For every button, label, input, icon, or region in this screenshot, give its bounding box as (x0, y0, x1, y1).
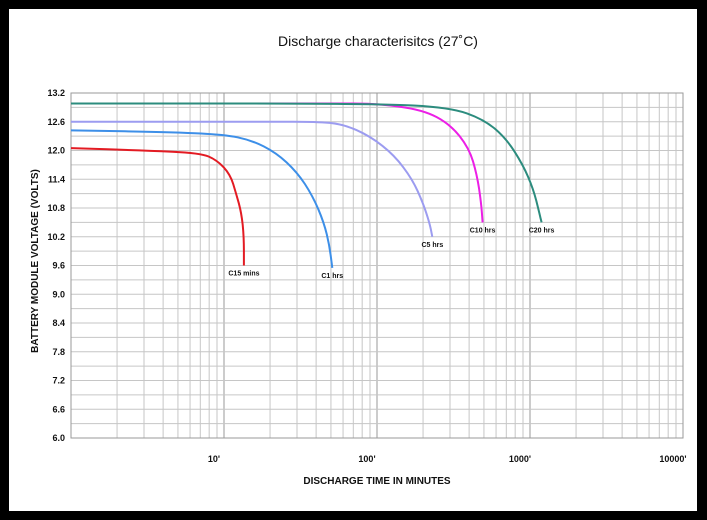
plot-area (70, 92, 684, 439)
y-tick-labels: 13.2 12.6 12.0 11.4 10.8 10.2 9.6 9.0 8.4 7.8 7.2 6… (47, 88, 65, 443)
chart-figure: Discharge characterisitcs (27˚C) 13.2 12.… (30, 33, 687, 487)
y-tick-label: 9.0 (52, 289, 65, 299)
x-tick-label: 1000' (509, 454, 531, 464)
y-tick-label: 9.6 (52, 261, 65, 271)
x-tick-label: 10' (208, 454, 220, 464)
y-tick-label: 10.2 (47, 232, 65, 242)
x-tick-label: 100' (358, 454, 375, 464)
y-tick-label: 8.4 (52, 318, 65, 328)
y-axis-label: BATTERY MODULE VOLTAGE (VOLTS) (30, 169, 41, 353)
series-line-c1-hrs (70, 129, 334, 269)
curve-label-c20-hrs: C20 hrs (529, 227, 555, 234)
series-line-c20-hrs (70, 102, 543, 223)
y-tick-label: 7.8 (52, 347, 65, 357)
y-tick-label: 7.2 (52, 376, 65, 386)
x-axis-label: DISCHARGE TIME IN MINUTES (303, 476, 451, 487)
curve-label-c5-hrs: C5 hrs (421, 242, 443, 249)
y-tick-label: 11.4 (48, 174, 65, 184)
y-tick-label: 6.0 (52, 433, 65, 443)
y-tick-label: 10.8 (47, 203, 65, 213)
x-tick-labels: 10' 100' 1000' 10000' (208, 454, 687, 464)
curve-label-c10-hrs: C10 hrs (470, 227, 496, 234)
chart-title: Discharge characterisitcs (27˚C) (278, 33, 478, 49)
series-line-c5-hrs (71, 120, 434, 237)
series-line-c15-mins (70, 147, 245, 266)
series-lines (70, 102, 543, 269)
y-tick-label: 13.2 (47, 88, 65, 98)
chart-card: Discharge characterisitcs (27˚C) 13.2 12.… (9, 9, 697, 511)
curve-labels: C15 mins C1 hrs C5 hrs C10 hrs C20 hrs (228, 227, 554, 280)
y-tick-label: 6.6 (52, 404, 65, 414)
y-tick-label: 12.6 (47, 117, 65, 127)
x-tick-label: 10000' (659, 454, 686, 464)
grid (71, 93, 683, 438)
y-tick-label: 12.0 (47, 146, 65, 156)
curve-label-c1-hrs: C1 hrs (321, 273, 343, 280)
curve-label-c15-mins: C15 mins (228, 271, 259, 278)
